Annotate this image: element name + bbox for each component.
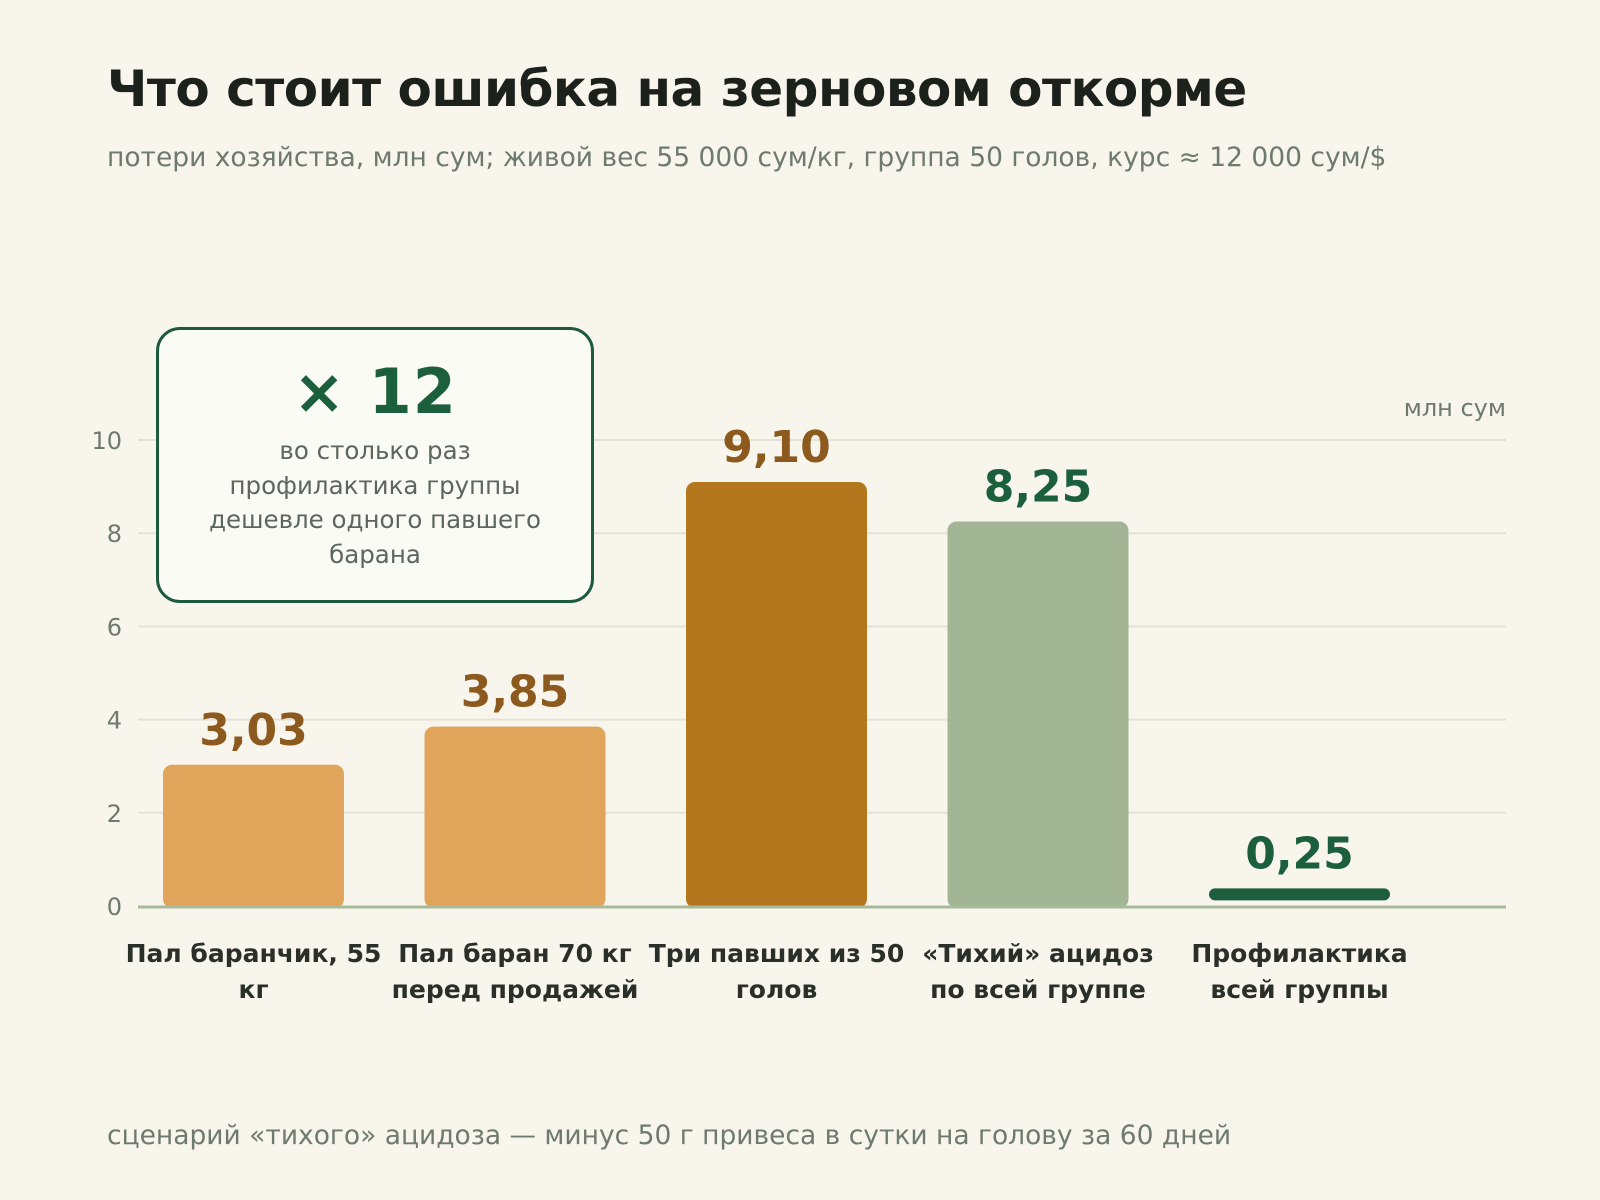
y-tick-label: 6	[107, 613, 122, 641]
category-label: кг	[238, 975, 268, 1004]
category-label: по всей группе	[930, 975, 1146, 1004]
value-label: 3,85	[461, 667, 570, 718]
category-label: Пал баранчик, 55	[126, 939, 382, 968]
value-label: 0,25	[1245, 828, 1354, 879]
callout-text: во столько раз профилактика группы дешев…	[209, 436, 541, 569]
chart-subtitle: потери хозяйства, млн сум; живой вес 55 …	[107, 142, 1387, 173]
bar	[1209, 888, 1390, 901]
category-label: всей группы	[1210, 975, 1388, 1004]
chart-title: Что стоит ошибка на зерновом откорме	[107, 60, 1247, 118]
callout-value: × 12	[293, 355, 457, 428]
bar	[424, 726, 606, 908]
value-label: 8,25	[984, 462, 1093, 513]
y-unit-label: млн сум	[1404, 394, 1506, 422]
ratio-callout: × 12 во столько раз профилактика группы …	[156, 327, 594, 603]
bar	[947, 521, 1129, 908]
y-tick-label: 4	[107, 707, 122, 735]
category-label: Пал баран 70 кг	[398, 939, 631, 968]
value-label: 9,10	[722, 422, 831, 473]
y-tick-label: 0	[107, 893, 122, 921]
footnote: сценарий «тихого» ацидоза — минус 50 г п…	[107, 1120, 1232, 1151]
bar	[163, 764, 344, 908]
category-label: Профилактика	[1191, 939, 1407, 968]
y-tick-label: 10	[91, 427, 122, 455]
bar	[686, 481, 867, 908]
category-label: перед продажей	[392, 975, 639, 1004]
value-label: 3,03	[199, 705, 308, 756]
y-tick-label: 2	[107, 800, 122, 828]
y-tick-label: 8	[107, 520, 122, 548]
category-label: «Тихий» ацидоз	[922, 939, 1154, 968]
category-label: голов	[736, 975, 818, 1004]
category-label: Три павших из 50	[649, 939, 905, 968]
